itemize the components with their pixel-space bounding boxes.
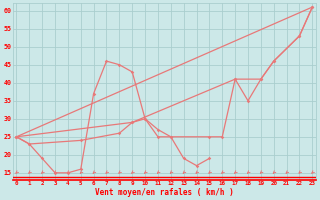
X-axis label: Vent moyen/en rafales ( km/h ): Vent moyen/en rafales ( km/h ) — [95, 188, 234, 197]
